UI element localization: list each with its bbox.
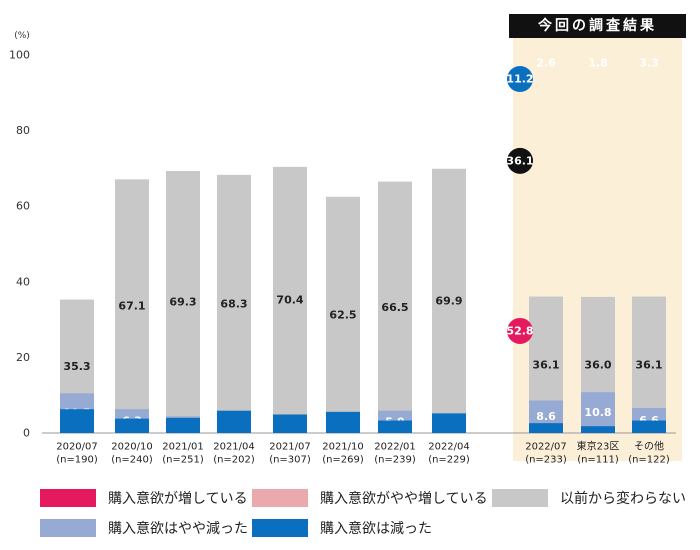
legend-swatch-unchanged	[492, 489, 548, 507]
data-label-decreased: 1.8	[588, 57, 608, 70]
legend-swatch-increased	[40, 489, 96, 507]
data-label-decreased: 4.0	[173, 57, 193, 70]
bar-segment-unchanged	[273, 166, 307, 433]
x-tick-n-label: (n=307)	[269, 455, 311, 466]
callout-label-unchanged: 36.1	[506, 154, 533, 167]
bar-segment-decreased	[581, 426, 615, 433]
data-label-unchanged: 36.0	[584, 358, 611, 371]
bar-segment-decreased	[378, 420, 412, 433]
bar-segment-decreased	[632, 420, 666, 433]
legend-item-slightly-decreased: 購入意欲はやや減った	[40, 518, 248, 538]
bar-segment-decreased	[166, 417, 200, 433]
y-tick-label: 40	[16, 275, 30, 288]
bar-segment-decreased	[115, 418, 149, 433]
data-label-unchanged: 62.5	[329, 308, 356, 321]
data-label-decreased: 3.8	[122, 57, 142, 70]
y-axis-unit-label: (%)	[14, 31, 30, 41]
x-tick-n-label: (n=111)	[577, 455, 619, 466]
x-tick-label: 東京23区	[577, 440, 620, 453]
bar-segment-unchanged	[326, 196, 360, 433]
data-label-slightly-decreased: 10.8	[584, 406, 611, 419]
legend-swatch-slightly-increased	[252, 489, 308, 507]
x-tick-label: 2020/07	[56, 442, 98, 453]
x-tick-n-label: (n=251)	[162, 455, 204, 466]
legend-label-slightly-increased: 購入意欲がやや増している	[320, 491, 488, 507]
callout-label-increased: 52.8	[506, 324, 533, 337]
highlight-banner	[509, 14, 686, 38]
bar-segment-unchanged	[432, 168, 466, 433]
bar-segment-decreased	[273, 414, 307, 433]
y-tick-label: 20	[16, 351, 30, 364]
y-tick-label: 80	[16, 124, 30, 137]
bar-segment-unchanged	[217, 174, 251, 434]
data-label-decreased: 3.3	[639, 57, 659, 70]
x-tick-n-label: (n=190)	[56, 455, 98, 466]
x-tick-n-label: (n=202)	[213, 455, 255, 466]
data-label-unchanged: 69.3	[169, 296, 196, 309]
data-label-decreased: 6.3	[67, 57, 87, 70]
legend-item-increased: 購入意欲が増している	[40, 488, 248, 508]
bar-segment-decreased	[432, 413, 466, 433]
legend-item-unchanged: 以前から変わらない	[492, 488, 686, 508]
x-tick-label: 2021/04	[213, 442, 255, 453]
y-tick-label: 100	[9, 49, 30, 62]
highlight-banner-title: 今回の調査結果	[537, 17, 657, 34]
x-tick-n-label: (n=233)	[525, 455, 567, 466]
data-label-unchanged: 36.1	[532, 358, 559, 371]
data-label-unchanged: 67.1	[118, 300, 145, 313]
bar-segment-unchanged	[115, 179, 149, 433]
data-label-unchanged: 69.9	[435, 294, 462, 307]
x-tick-label: 2020/10	[111, 442, 153, 453]
legend-swatch-slightly-decreased	[40, 519, 96, 537]
x-tick-n-label: (n=240)	[111, 455, 153, 466]
legend-label-unchanged: 以前から変わらない	[560, 491, 686, 507]
legend-label-slightly-decreased: 購入意欲はやや減った	[108, 521, 248, 537]
x-tick-n-label: (n=269)	[322, 455, 364, 466]
data-label-decreased: 4.9	[280, 57, 300, 70]
data-label-decreased: 5.2	[439, 57, 459, 70]
x-tick-label: 2022/01	[374, 442, 416, 453]
data-label-unchanged: 66.5	[381, 301, 408, 314]
legend-item-slightly-increased: 購入意欲がやや増している	[252, 488, 488, 508]
x-tick-n-label: (n=239)	[374, 455, 416, 466]
legend-swatch-decreased	[252, 519, 308, 537]
bar-segment-slightly-decreased	[581, 392, 615, 433]
x-tick-label: 2021/10	[322, 442, 364, 453]
x-tick-label: 2022/04	[428, 442, 470, 453]
callout-circle-increased	[507, 317, 533, 344]
bar-segment-decreased	[326, 411, 360, 433]
x-tick-label: その他	[634, 440, 664, 453]
x-tick-label: 2021/07	[269, 442, 311, 453]
bar-segment-unchanged	[166, 171, 200, 433]
bar-segment-decreased	[217, 410, 251, 433]
y-tick-label: 60	[16, 200, 30, 213]
bar-segment-decreased	[529, 423, 563, 433]
y-tick-label: 0	[23, 427, 30, 440]
legend-item-decreased: 購入意欲は減った	[252, 518, 432, 538]
bar-segment-decreased	[60, 409, 94, 433]
data-label-decreased: 5.9	[224, 57, 244, 70]
callout-circle-decreased	[507, 66, 533, 92]
legend-label-increased: 購入意欲が増している	[108, 491, 248, 507]
data-label-unchanged: 36.1	[635, 358, 662, 371]
data-label-unchanged: 70.4	[276, 293, 303, 306]
stacked-bar-chart: 今回の調査結果(%)02040608010023.224.735.310.56.…	[9, 14, 686, 466]
data-label-decreased: 3.3	[385, 57, 405, 70]
x-tick-n-label: (n=229)	[428, 455, 470, 466]
data-label-slightly-decreased: 8.6	[536, 410, 556, 423]
legend-label-decreased: 購入意欲は減った	[320, 521, 432, 537]
data-label-decreased: 5.6	[333, 57, 353, 70]
bar-segment-unchanged	[378, 181, 412, 433]
chart-legend: 購入意欲が増している 購入意欲がやや増している 以前から変わらない 購入意欲はや…	[40, 488, 690, 538]
callout-circle-unchanged	[507, 147, 533, 174]
x-tick-n-label: (n=122)	[628, 455, 670, 466]
x-tick-label: 2021/01	[162, 442, 204, 453]
data-label-unchanged: 35.3	[63, 360, 90, 373]
data-label-decreased: 2.6	[536, 57, 556, 70]
callout-label-decreased: 11.2	[506, 73, 533, 86]
x-tick-label: 2022/07	[525, 442, 567, 453]
data-label-unchanged: 68.3	[220, 297, 247, 310]
